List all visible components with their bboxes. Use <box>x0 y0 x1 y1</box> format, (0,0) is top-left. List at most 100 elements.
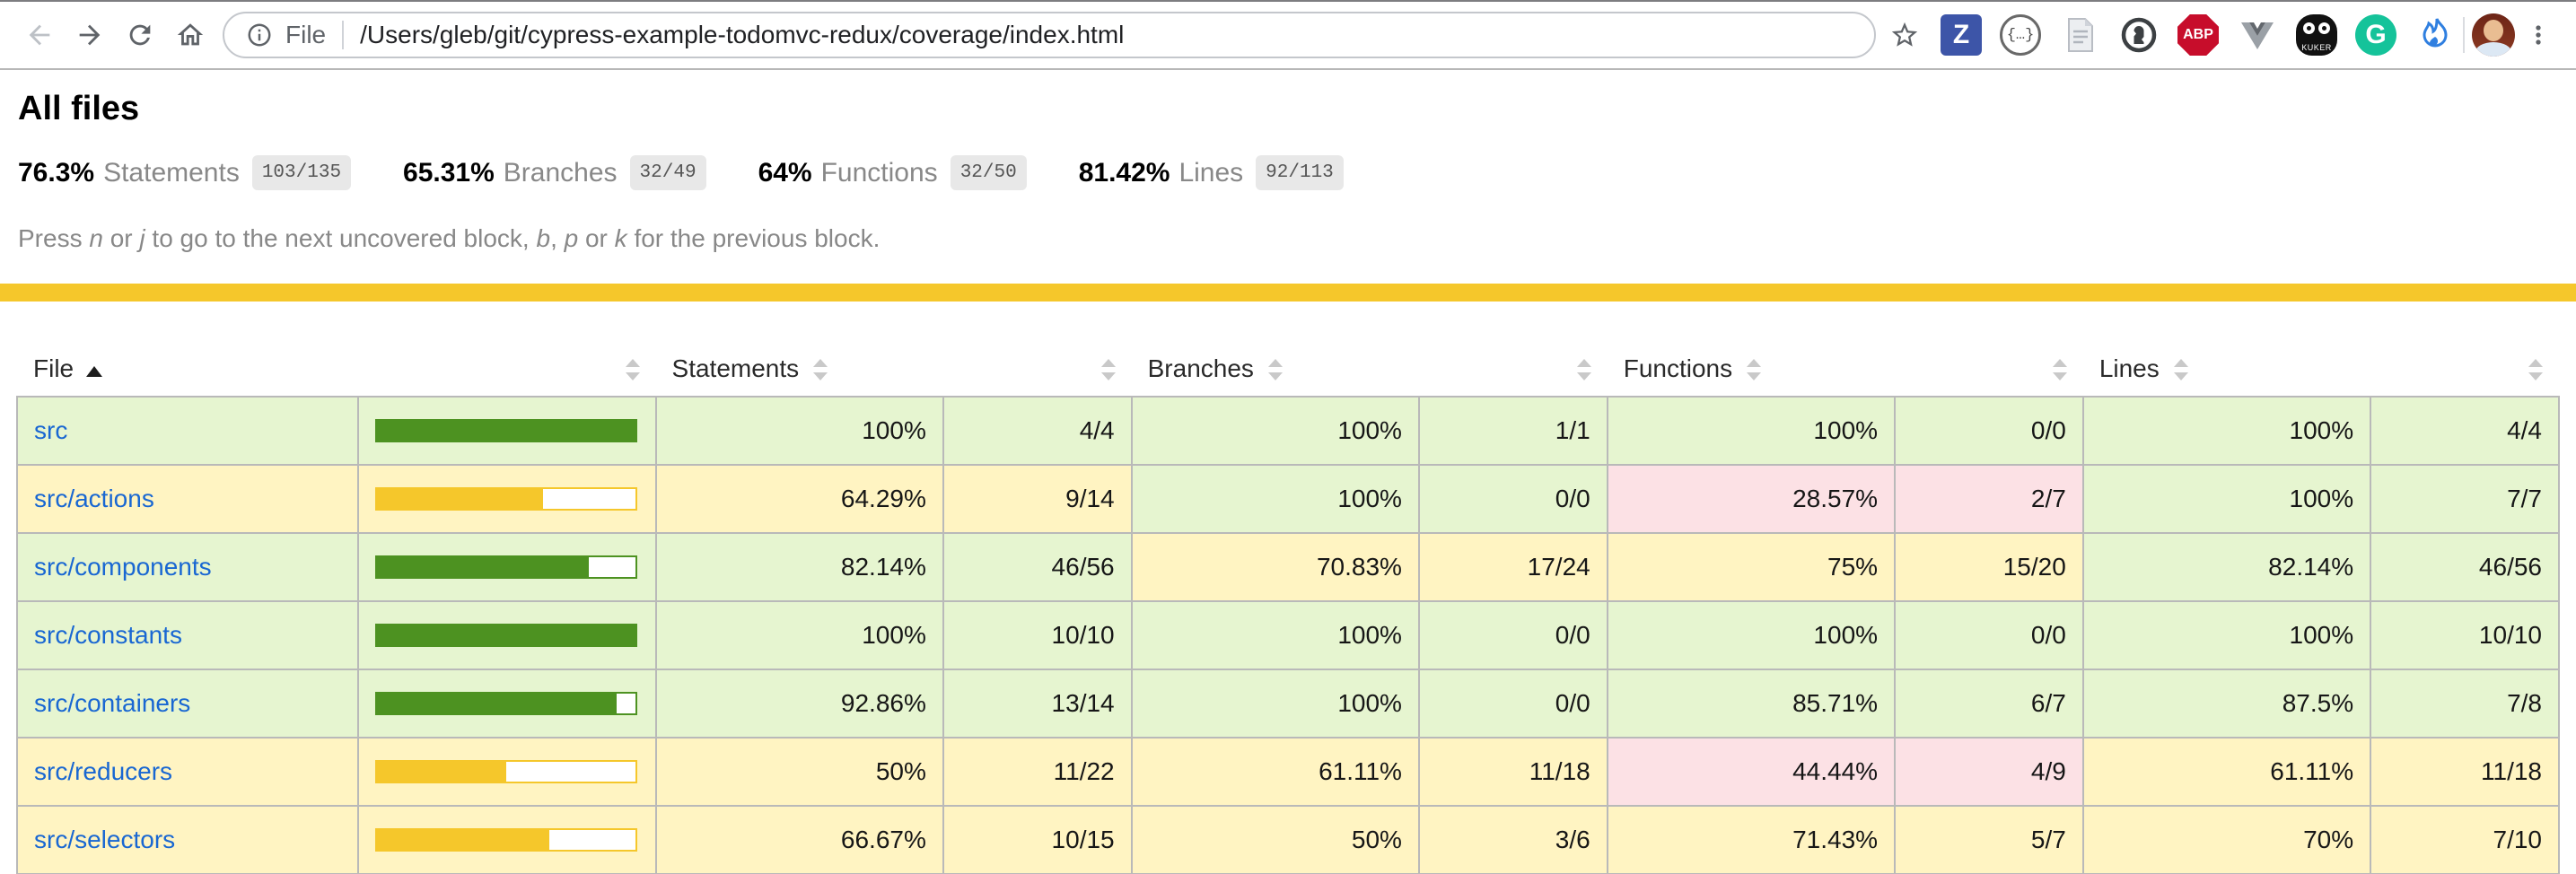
coverage-bar-fill <box>376 489 543 509</box>
file-cell: src/containers <box>16 669 359 739</box>
functions-percent-cell: 85.71% <box>1606 669 1897 739</box>
file-link[interactable]: src/actions <box>34 485 154 512</box>
statements-percent-cell: 82.14% <box>654 532 944 602</box>
coverage-bar-empty <box>505 762 635 782</box>
lines-fraction-cell: 7/10 <box>2370 805 2560 874</box>
coverage-bar <box>374 828 637 852</box>
functions-fraction-cell: 5/7 <box>1894 805 2084 874</box>
vue-devtools-extension-icon[interactable] <box>2237 14 2278 56</box>
column-header-abbr[interactable] <box>943 341 1132 397</box>
kuker-caption: KUKER <box>2301 43 2332 52</box>
table-row: src 100% 4/4 100% 1/1 100% 0/0 100% 4/4 <box>16 396 2560 466</box>
sort-toggle-icon[interactable] <box>1267 359 1283 381</box>
metric-label: Branches <box>503 157 618 188</box>
document-icon <box>2068 18 2093 52</box>
blue-flame-extension-icon[interactable] <box>2414 14 2456 56</box>
adblock-plus-extension-icon[interactable]: ABP <box>2177 14 2219 56</box>
avatar-face <box>2484 20 2503 41</box>
kuker-extension-icon[interactable]: KUKER <box>2296 14 2337 56</box>
file-link[interactable]: src/reducers <box>34 757 173 785</box>
column-header-abbr[interactable] <box>2370 341 2559 397</box>
url-path[interactable]: /Users/gleb/git/cypress-example-todomvc-… <box>360 21 1125 48</box>
functions-fraction-cell: 0/0 <box>1894 600 2084 670</box>
statements-percent-cell: 100% <box>654 600 944 670</box>
script-document-extension-icon[interactable] <box>2059 14 2100 56</box>
sort-toggle-icon[interactable] <box>2052 359 2067 381</box>
reload-button[interactable] <box>115 10 165 60</box>
json-viewer-extension-icon[interactable]: {…} <box>2000 14 2041 56</box>
file-link[interactable]: src/selectors <box>34 826 176 853</box>
lines-fraction-cell: 10/10 <box>2370 600 2560 670</box>
branches-percent-cell: 70.83% <box>1130 532 1420 602</box>
extensions-row: Z {…} ABP <box>1941 14 2456 56</box>
column-header-pic[interactable] <box>358 341 656 397</box>
back-button[interactable] <box>14 10 65 60</box>
column-header-functions[interactable]: Functions <box>1608 341 1895 397</box>
home-button[interactable] <box>165 10 215 60</box>
sort-toggle-icon[interactable] <box>2173 359 2188 381</box>
onepassword-extension-icon[interactable] <box>2118 14 2160 56</box>
statements-percent-cell: 50% <box>654 737 944 807</box>
forward-button[interactable] <box>65 10 115 60</box>
coverage-bar <box>374 760 637 783</box>
column-header-lines[interactable]: Lines <box>2083 341 2370 397</box>
lines-fraction-cell: 46/56 <box>2370 532 2560 602</box>
coverage-bar-empty <box>543 489 635 509</box>
lines-percent-cell: 100% <box>2081 396 2372 466</box>
browser-toolbar: File /Users/gleb/git/cypress-example-tod… <box>0 2 2576 70</box>
browser-menu-button[interactable] <box>2515 12 2562 58</box>
sort-toggle-icon[interactable] <box>813 359 828 381</box>
file-link[interactable]: src/components <box>34 553 212 581</box>
page-title: All files <box>18 90 140 127</box>
statements-percent-cell: 64.29% <box>654 464 944 534</box>
sort-toggle-icon[interactable] <box>625 359 640 381</box>
toolbar-divider <box>2463 17 2465 53</box>
page-info-icon[interactable] <box>246 22 273 48</box>
summary-metric: 76.3% Statements 103/135 <box>18 155 352 190</box>
column-header-branches[interactable]: Branches <box>1132 341 1419 397</box>
column-header-abbr[interactable] <box>1895 341 2083 397</box>
metric-fraction-badge: 32/50 <box>950 155 1027 190</box>
vue-logo-icon <box>2241 22 2274 49</box>
column-header-statements[interactable]: Statements <box>656 341 943 397</box>
lines-fraction-cell: 7/8 <box>2370 669 2560 739</box>
profile-avatar[interactable] <box>2472 13 2515 57</box>
bookmark-star-button[interactable] <box>1881 12 1928 58</box>
file-link[interactable]: src <box>34 416 68 444</box>
coverage-bar-cell <box>356 532 657 602</box>
branches-percent-cell: 100% <box>1130 464 1420 534</box>
coverage-summary: 76.3% Statements 103/135 65.31% Branches… <box>18 155 2558 190</box>
three-dots-icon <box>2536 25 2541 45</box>
table-row: src/selectors 66.67% 10/15 50% 3/6 71.43% 5/7 7… <box>16 805 2560 874</box>
column-header-file[interactable]: File <box>17 341 358 397</box>
lines-percent-cell: 100% <box>2081 600 2372 670</box>
lines-fraction-cell: 7/7 <box>2370 464 2560 534</box>
coverage-report: All files 76.3% Statements 103/135 65.31… <box>0 70 2576 874</box>
table-row: src/actions 64.29% 9/14 100% 0/0 28.57% 2/7 100… <box>16 464 2560 534</box>
sort-toggle-icon[interactable] <box>1100 359 1116 381</box>
keyhole-icon <box>2121 17 2157 53</box>
branches-percent-cell: 50% <box>1130 805 1420 874</box>
zotero-extension-icon[interactable]: Z <box>1941 14 1982 56</box>
sort-toggle-icon[interactable] <box>1576 359 1591 381</box>
column-header-abbr[interactable] <box>1419 341 1608 397</box>
coverage-bar-cell <box>356 600 657 670</box>
metric-percentage: 76.3% <box>18 157 95 188</box>
sort-toggle-icon[interactable] <box>1747 359 1762 381</box>
kuker-eye-icon <box>2318 22 2330 34</box>
forward-arrow-icon <box>79 24 101 46</box>
table-header-row: File Statements Branches Functions Lines <box>17 341 2559 397</box>
coverage-bar <box>374 692 637 715</box>
file-link[interactable]: src/constants <box>34 621 182 649</box>
coverage-bar-empty <box>617 694 635 713</box>
functions-fraction-cell: 15/20 <box>1894 532 2084 602</box>
sort-toggle-icon[interactable] <box>2528 359 2543 381</box>
grammarly-extension-icon[interactable]: G <box>2355 14 2396 56</box>
metric-percentage: 81.42% <box>1078 157 1170 188</box>
file-link[interactable]: src/containers <box>34 689 191 717</box>
statements-fraction-cell: 13/14 <box>942 669 1133 739</box>
statements-fraction-cell: 11/22 <box>942 737 1133 807</box>
url-bar[interactable]: File /Users/gleb/git/cypress-example-tod… <box>223 12 1876 58</box>
coverage-bar-fill <box>376 762 506 782</box>
